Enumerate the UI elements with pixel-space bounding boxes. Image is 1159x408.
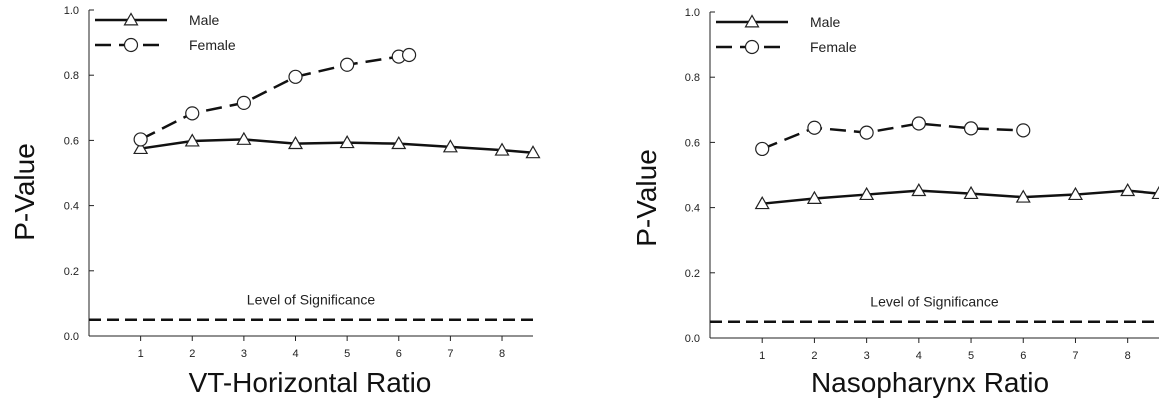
series-line-female — [141, 55, 409, 139]
y-tick-label: 0.6 — [64, 135, 79, 147]
series-line-female — [762, 123, 1023, 148]
x-tick-label: 6 — [1020, 350, 1026, 362]
chart-left-svg: P-Value VT-Horizontal Ratio 0.0 0.2 0.4 0.6… — [0, 0, 560, 403]
y-tick-label: 0.8 — [64, 70, 79, 82]
circle-marker — [808, 121, 821, 134]
circle-marker — [746, 41, 759, 54]
legend-label-female: Female — [810, 39, 857, 55]
y-tick-label: 0.4 — [64, 201, 79, 213]
x-tick-label: 2 — [811, 350, 817, 362]
x-tick-label: 4 — [916, 350, 922, 362]
y-tick-label: 1.0 — [685, 7, 700, 19]
series-line-male — [762, 191, 1159, 204]
chart-right-svg: P-Value Nasopharynx Ratio 0.0 0.2 0.4 0.6 0.… — [600, 0, 1159, 403]
circle-marker — [341, 58, 354, 71]
circle-marker — [912, 117, 925, 130]
y-tick-label: 0.8 — [685, 72, 700, 84]
x-tick-label: 7 — [1072, 350, 1078, 362]
chart-nasopharynx-ratio: P-Value Nasopharynx Ratio 0.0 0.2 0.4 0.6 0.… — [600, 0, 1159, 403]
x-tick-label: 3 — [864, 350, 870, 362]
y-axis-label: P-Value — [9, 143, 40, 241]
y-axis-label: P-Value — [631, 149, 662, 247]
x-tick-label: 3 — [241, 348, 247, 360]
circle-marker — [860, 126, 873, 139]
y-axis-title: P-Value — [631, 149, 662, 247]
x-axis-title: VT-Horizontal Ratio — [189, 367, 432, 398]
x-tick-label: 1 — [759, 350, 765, 362]
circle-marker — [125, 39, 138, 52]
circle-marker — [237, 96, 250, 109]
significance-label: Level of Significance — [247, 292, 376, 308]
x-axis-title: Nasopharynx Ratio — [811, 367, 1049, 398]
legend-label-male: Male — [189, 12, 220, 28]
chart-vt-horizontal-ratio: P-Value VT-Horizontal Ratio 0.0 0.2 0.4 0.6… — [0, 0, 560, 403]
circle-marker — [289, 70, 302, 83]
circle-marker — [756, 142, 769, 155]
circle-marker — [1017, 124, 1030, 137]
x-tick-label: 8 — [1125, 350, 1131, 362]
legend-label-female: Female — [189, 37, 236, 53]
x-tick-label: 2 — [189, 348, 195, 360]
y-tick-label: 1.0 — [64, 5, 79, 17]
circle-marker — [134, 133, 147, 146]
y-tick-label: 0.6 — [685, 137, 700, 149]
x-tick-label: 8 — [499, 348, 505, 360]
y-tick-label: 0.2 — [64, 266, 79, 278]
y-axis-title: P-Value — [9, 143, 40, 241]
x-tick-label: 5 — [968, 350, 974, 362]
circle-marker — [403, 48, 416, 61]
x-tick-label: 1 — [138, 348, 144, 360]
legend-label-male: Male — [810, 14, 841, 30]
circle-marker — [186, 107, 199, 120]
x-tick-label: 4 — [292, 348, 298, 360]
x-tick-label: 6 — [396, 348, 402, 360]
y-tick-label: 0.0 — [64, 331, 79, 343]
x-tick-label: 5 — [344, 348, 350, 360]
y-tick-label: 0.2 — [685, 268, 700, 280]
circle-marker — [965, 122, 978, 135]
y-tick-label: 0.4 — [685, 203, 700, 215]
x-tick-label: 7 — [447, 348, 453, 360]
y-tick-label: 0.0 — [685, 333, 700, 345]
significance-label: Level of Significance — [870, 294, 999, 310]
